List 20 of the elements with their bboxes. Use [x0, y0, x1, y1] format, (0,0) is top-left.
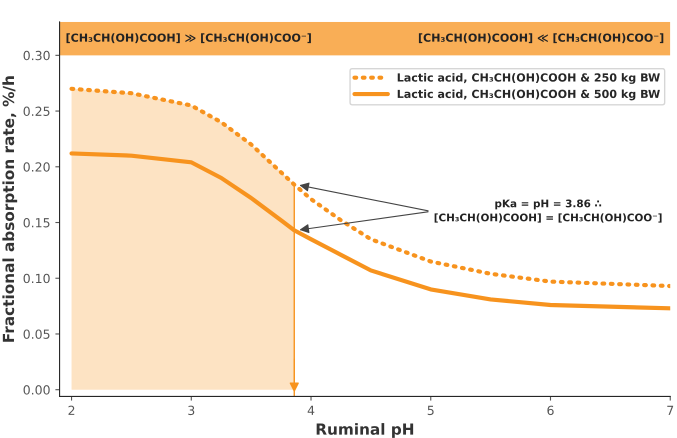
y-tick-label: 0.30	[24, 50, 50, 60]
y-tick-label: 0.15	[24, 218, 50, 228]
annotation: [CH₃CH(OH)COOH] ≪ [CH₃CH(OH)COO⁻]	[418, 33, 664, 44]
legend-label: Lactic acid, CH₃CH(OH)COOH & 500 kg BW	[398, 89, 660, 100]
y-tick-label: 0.25	[24, 106, 50, 116]
x-tick-label: 6	[547, 406, 554, 416]
x-tick-label: 4	[308, 406, 314, 415]
annotation: [CH₃CH(OH)COOH] ≫ [CH₃CH(OH)COO⁻]	[66, 33, 311, 44]
x-tick-label: 7	[667, 406, 674, 415]
y-tick-label: 0.00	[24, 385, 50, 395]
legend-label: Lactic acid, CH₃CH(OH)COOH & 250 kg BW	[398, 73, 660, 84]
y-tick-label: 0.05	[24, 329, 50, 339]
y-axis-title: Fractional absorption rate, %/h	[2, 76, 18, 342]
x-tick-label: 5	[428, 406, 434, 416]
x-tick-label: 2	[68, 406, 74, 415]
y-tick-label: 0.20	[24, 162, 50, 172]
y-tick-label: 0.10	[24, 274, 50, 284]
x-tick-label: 3	[188, 406, 194, 416]
annotation: pKa = pH = 3.86 ∴ [CH₃CH(OH)COOH] = [CH₃CH(OH)COO⁻]	[434, 200, 662, 223]
x-axis-title: Ruminal pH	[316, 423, 414, 438]
